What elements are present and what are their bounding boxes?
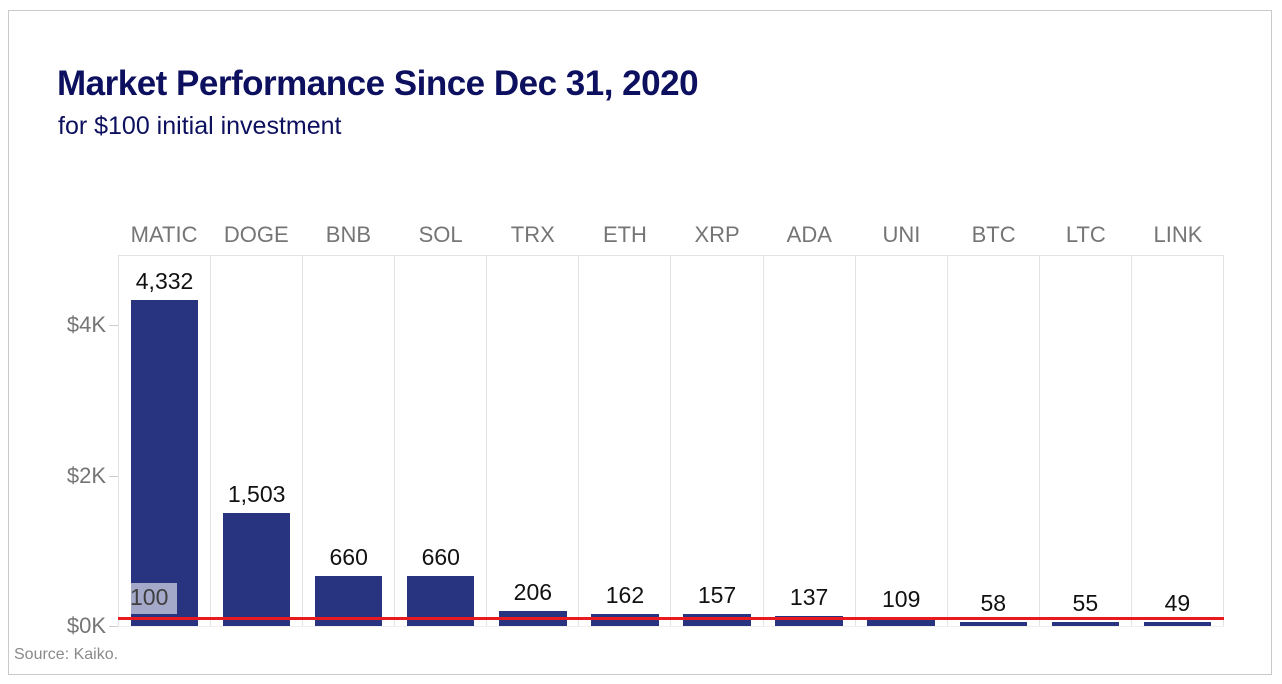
y-tick-label-0k: $0K [66, 613, 106, 638]
column-header-trx: TRX [510, 222, 555, 247]
column-header-uni: UNI [882, 222, 921, 247]
y-tick-mark [109, 325, 118, 326]
reference-line-label: 100 [121, 583, 178, 614]
bar-ltc [1051, 622, 1119, 626]
column-header-btc: BTC [971, 222, 1016, 247]
column-header-eth: ETH [602, 222, 647, 247]
column-header-ada: ADA [786, 222, 832, 247]
chart-column-ltc: 55 [1040, 256, 1132, 626]
chart-column-ada: 137 [764, 256, 856, 626]
bar-eth [591, 614, 659, 626]
value-label-xrp: 157 [697, 582, 737, 608]
bar-doge [222, 513, 291, 626]
y-tick-mark [109, 626, 118, 627]
chart-column-uni: 109 [856, 256, 948, 626]
column-header-doge: DOGE [223, 222, 289, 247]
value-label-ada: 137 [789, 584, 829, 610]
chart-column-eth: 162 [579, 256, 672, 626]
chart-column-btc: 58 [948, 256, 1040, 626]
value-label-eth: 162 [605, 582, 645, 608]
value-label-btc: 58 [980, 590, 1007, 616]
column-header-ltc: LTC [1065, 222, 1106, 247]
value-label-matic: 4,332 [135, 268, 194, 294]
column-header-bnb: BNB [325, 222, 372, 247]
chart-column-xrp: 157 [671, 256, 764, 626]
column-header-matic: MATIC [130, 222, 198, 247]
chart-title: Market Performance Since Dec 31, 2020 [57, 64, 699, 103]
value-label-sol: 660 [421, 544, 460, 570]
bar-link [1143, 622, 1212, 626]
column-header-xrp: XRP [694, 222, 740, 247]
chart-column-doge: 1,503 [211, 256, 304, 626]
chart-column-sol: 660 [395, 256, 488, 626]
chart-column-link: 49 [1132, 256, 1224, 626]
bar-xrp [683, 614, 751, 626]
column-header-sol: SOL [418, 222, 463, 247]
value-label-doge: 1,503 [227, 481, 286, 507]
chart-card [8, 10, 1272, 675]
bar-ada [775, 616, 843, 626]
bar-btc [959, 622, 1027, 626]
value-label-uni: 109 [881, 586, 921, 612]
y-tick-label-2k: $2K [66, 463, 106, 488]
plot-area: 4,332 1,503 660 660 206 162 157 137 109 58 55 49 [118, 255, 1224, 627]
chart-subtitle: for $100 initial investment [58, 112, 342, 140]
y-tick-label-4k: $4K [66, 312, 106, 337]
column-header-link: LINK [1153, 222, 1203, 247]
bar-matic [130, 300, 199, 626]
value-label-trx: 206 [513, 579, 553, 605]
y-tick-mark [109, 476, 118, 477]
source-note: Source: Kaiko. [14, 646, 119, 663]
chart-column-matic: 4,332 [119, 256, 212, 626]
value-label-link: 49 [1164, 590, 1191, 616]
value-label-bnb: 660 [329, 544, 368, 570]
chart-column-bnb: 660 [303, 256, 396, 626]
chart-column-trx: 206 [487, 256, 580, 626]
initial-investment-reference-line [118, 617, 1224, 620]
bar-uni [867, 618, 935, 626]
column-headers-row: MATIC DOGE BNB SOL TRX ETH XRP ADA UNI BTC LTC LINK [118, 220, 1224, 250]
value-label-ltc: 55 [1072, 590, 1099, 616]
